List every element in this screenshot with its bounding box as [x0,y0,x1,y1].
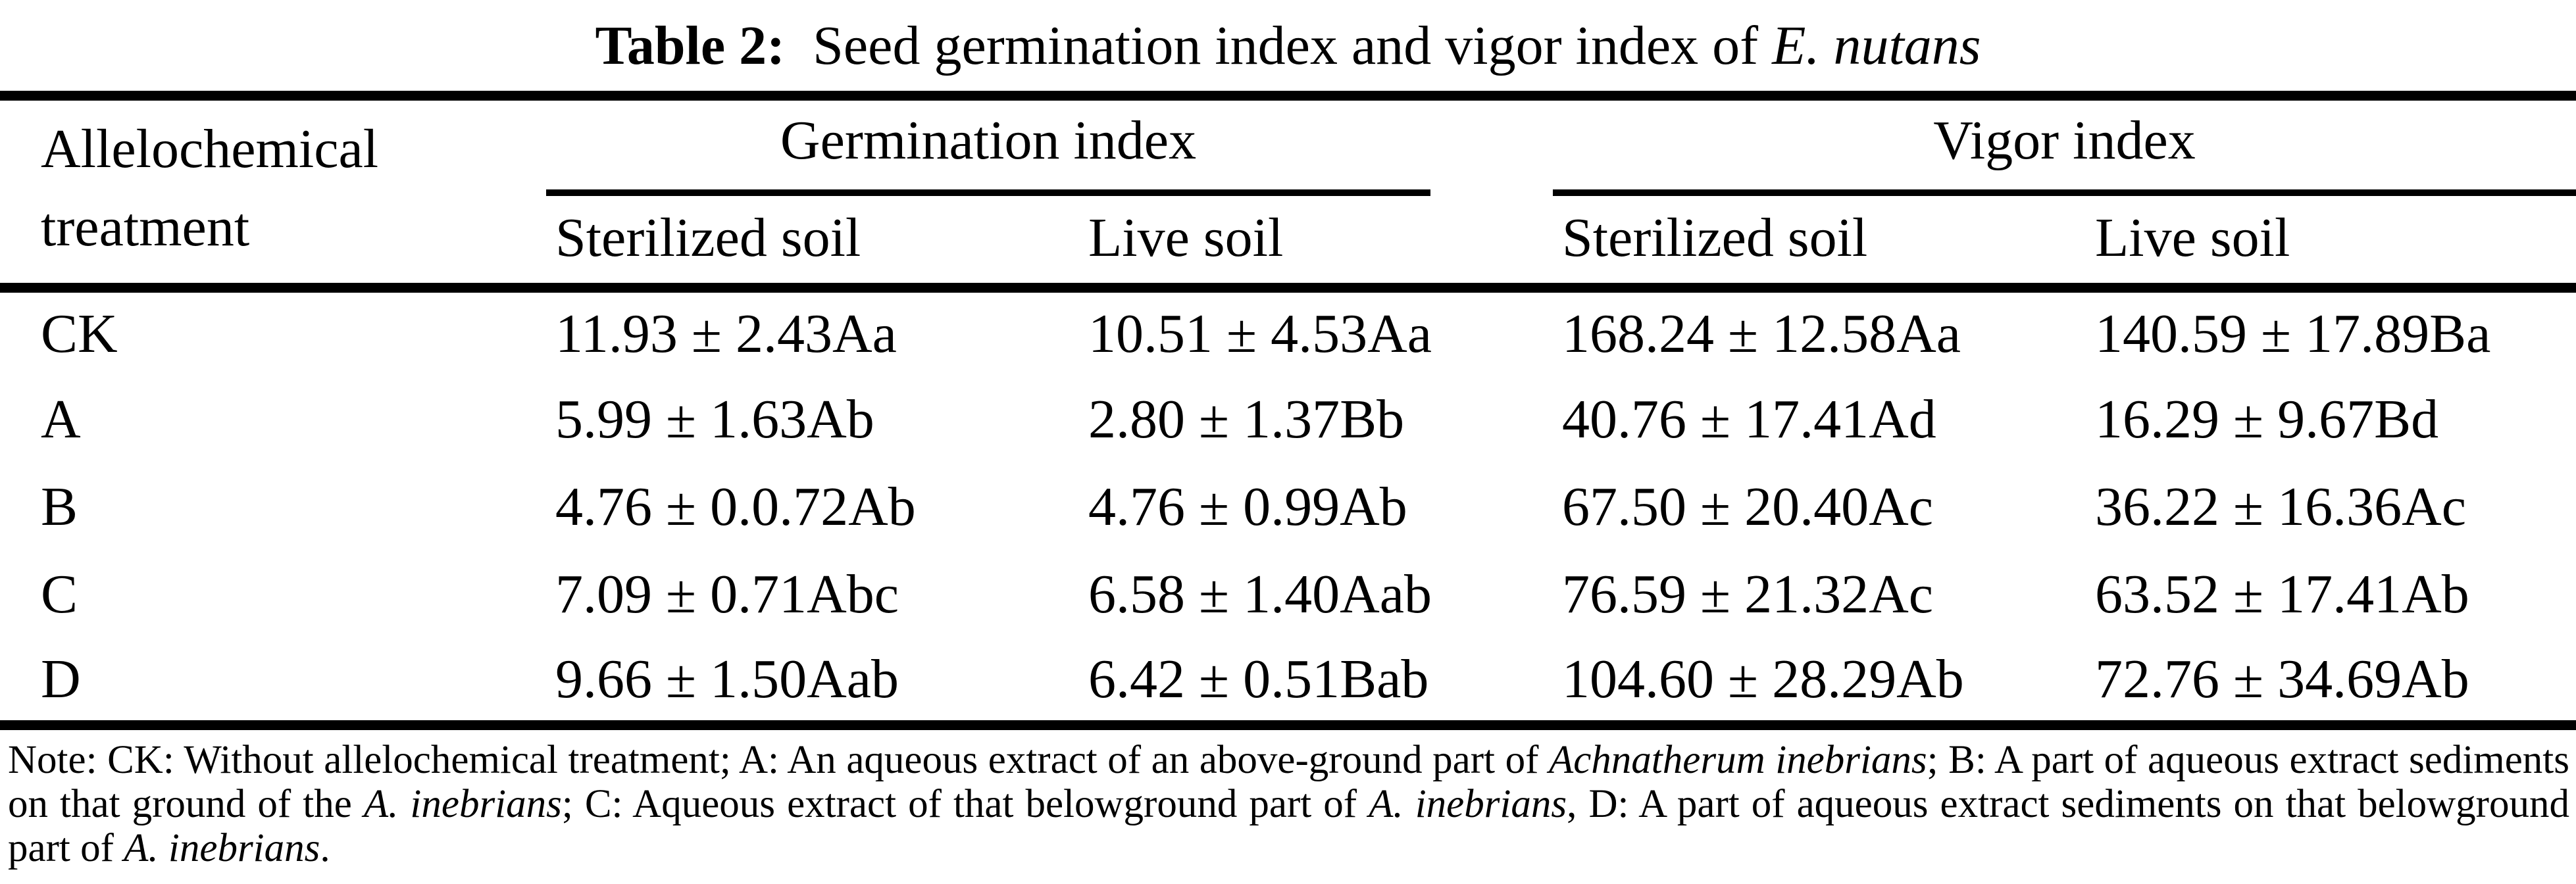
value-cell: 2.80 ± 1.37Bb [1088,388,1405,450]
subheader-gi-live-soil: Live soil [1088,207,1284,268]
value-cell: 7.09 ± 0.71Abc [555,563,899,625]
subheader-vi-sterilized-soil: Sterilized soil [1562,207,1868,268]
table-row: A 5.99 ± 1.63Ab 2.80 ± 1.37Bb 40.76 ± 17… [0,376,2576,463]
table-row: B 4.76 ± 0.0.72Ab 4.76 ± 0.99Ab 67.50 ± … [0,463,2576,551]
value-cell: 72.76 ± 34.69Ab [2095,648,2469,710]
treatment-cell: D [41,648,81,710]
table-caption: Table 2: Seed germination index and vigo… [595,14,1981,76]
treatment-cell: A [41,388,81,450]
vigor-index-label: Vigor index [1553,109,2576,196]
table-body: CK 11.93 ± 2.43Aa 10.51 ± 4.53Aa 168.24 … [0,288,2576,725]
value-cell: 4.76 ± 0.99Ab [1088,476,1407,537]
table-row: C 7.09 ± 0.71Abc 6.58 ± 1.40Aab 76.59 ± … [0,551,2576,638]
value-cell: 63.52 ± 17.41Ab [2095,563,2469,625]
data-table: Allelochemical treatment Germination ind… [0,91,2576,730]
subheader-gi-sterilized-soil: Sterilized soil [555,207,861,268]
treatment-cell: B [41,476,78,537]
value-cell: 10.51 ± 4.53Aa [1088,303,1432,365]
group-header-vigor-index: Vigor index [1553,96,2576,196]
germination-index-label: Germination index [546,109,1430,196]
value-cell: 67.50 ± 20.40Ac [1562,476,1934,537]
value-cell: 140.59 ± 17.89Ba [2095,303,2491,365]
value-cell: 11.93 ± 2.43Aa [555,303,897,365]
table-header: Allelochemical treatment Germination ind… [0,96,2576,288]
sub-header-row: Sterilized soil Live soil Sterilized soi… [0,196,2576,288]
group-header-germination-index: Germination index [546,96,1553,196]
value-cell: 16.29 ± 9.67Bd [2095,388,2439,450]
subheader-vi-live-soil: Live soil [2095,207,2290,268]
value-cell: 104.60 ± 28.29Ab [1562,648,1964,710]
value-cell: 76.59 ± 21.32Ac [1562,563,1934,625]
value-cell: 36.22 ± 16.36Ac [2095,476,2467,537]
treatment-cell: C [41,563,78,625]
value-cell: 4.76 ± 0.0.72Ab [555,476,916,537]
group-header-row: Allelochemical treatment Germination ind… [0,96,2576,258]
value-cell: 6.58 ± 1.40Aab [1088,563,1432,625]
value-cell: 9.66 ± 1.50Aab [555,648,899,710]
value-cell: 5.99 ± 1.63Ab [555,388,874,450]
header-allelochemical-treatment: Allelochemical treatment [41,118,379,258]
table-row: CK 11.93 ± 2.43Aa 10.51 ± 4.53Aa 168.24 … [0,288,2576,376]
table-note: Note: CK: Without allelochemical treatme… [8,738,2569,870]
value-cell: 40.76 ± 17.41Ad [1562,388,1936,450]
value-cell: 168.24 ± 12.58Aa [1562,303,1961,365]
table-row: D 9.66 ± 1.50Aab 6.42 ± 0.51Bab 104.60 ±… [0,638,2576,725]
value-cell: 6.42 ± 0.51Bab [1088,648,1429,710]
treatment-cell: CK [41,303,118,365]
